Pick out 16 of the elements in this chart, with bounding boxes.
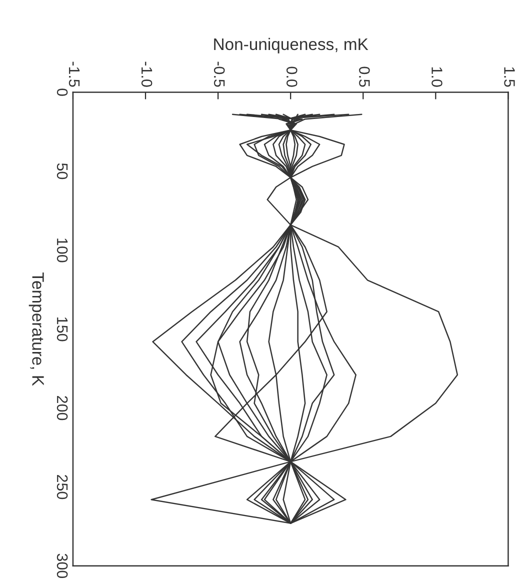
y-tick-label: 50 (56, 163, 68, 180)
y-tick-label: 250 (56, 474, 68, 500)
x-tick-label: -0.5 (214, 62, 225, 87)
y-tick-label: 150 (56, 318, 68, 342)
x-tick-label: 0.0 (286, 66, 298, 87)
y-tick-label: 200 (56, 396, 68, 420)
x-tick-label: 1.0 (432, 67, 442, 87)
y-tick-label: 300 (56, 554, 68, 578)
y-tick-label: 0 (56, 88, 68, 96)
y-tick-label: 100 (56, 238, 68, 262)
x-tick-label: 1.5 (504, 67, 515, 87)
x-tick-label: -1.5 (68, 62, 80, 87)
x-axis-title: Non-uniqueness, mK (214, 38, 368, 54)
x-tick-label: 0.5 (359, 66, 370, 87)
x-tick-label: -1.0 (141, 62, 152, 87)
y-axis-title: Temperature, K (28, 272, 44, 386)
